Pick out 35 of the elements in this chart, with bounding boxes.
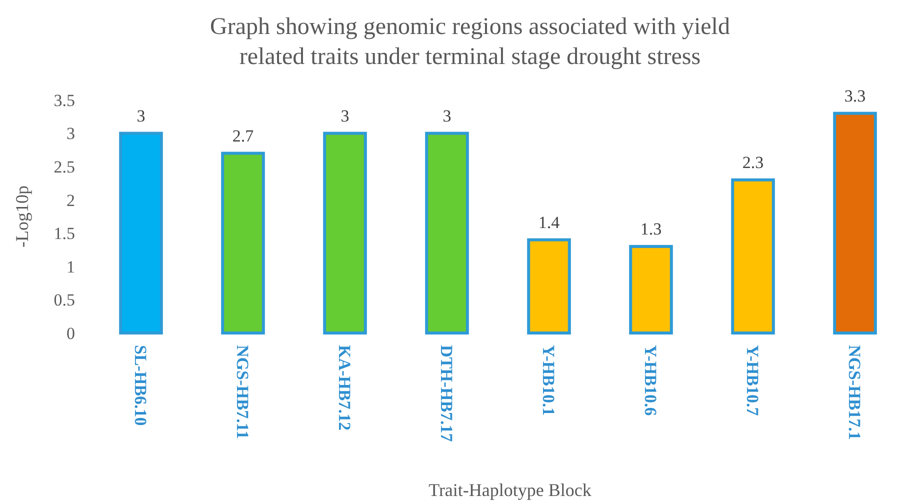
x-tick-label: Y-HB10.7 bbox=[743, 345, 762, 416]
chart-title: Graph showing genomic regions associated with yield related traits under terminal stage drought stress bbox=[210, 14, 730, 70]
bar bbox=[119, 132, 163, 334]
bar bbox=[323, 132, 367, 334]
y-tick-label: 3 bbox=[66, 124, 75, 144]
data-label: 3 bbox=[340, 106, 350, 126]
x-axis-title: Trait-Haplotype Block bbox=[428, 480, 592, 500]
x-tick-label: DTH-HB7.17 bbox=[437, 345, 456, 442]
data-label: 1.3 bbox=[640, 219, 662, 238]
x-tick-label: Y-HB10.6 bbox=[641, 345, 660, 416]
x-tick-label: KA-HB7.12 bbox=[335, 345, 354, 430]
data-label: 2.3 bbox=[742, 152, 764, 172]
x-tick-label: SL-HB6.10 bbox=[131, 345, 150, 426]
bar bbox=[425, 132, 469, 334]
y-tick-label: 1 bbox=[66, 257, 75, 276]
data-label: 3 bbox=[136, 106, 146, 126]
x-tick-label: Y-HB10.1 bbox=[539, 345, 558, 416]
y-axis-title: -Log10p bbox=[12, 186, 32, 248]
data-label: 2.7 bbox=[232, 126, 254, 146]
y-tick-label: 0.5 bbox=[54, 290, 75, 310]
y-tick-label: 3.5 bbox=[54, 90, 75, 110]
bar bbox=[731, 178, 775, 334]
data-label: 3 bbox=[442, 106, 452, 126]
bar bbox=[833, 112, 877, 334]
data-label: 1.4 bbox=[538, 212, 560, 232]
y-tick-label: 2.5 bbox=[54, 158, 75, 177]
bar bbox=[629, 244, 673, 334]
bar bbox=[221, 152, 265, 334]
x-tick-label: NGS-HB7.11 bbox=[233, 345, 252, 439]
bar bbox=[527, 238, 571, 334]
y-tick-label: 1.5 bbox=[54, 224, 75, 244]
x-tick-label: NGS-HB17.1 bbox=[845, 345, 864, 440]
y-tick-label: 2 bbox=[66, 190, 75, 210]
data-label: 3.3 bbox=[844, 86, 866, 106]
y-tick-label: 0 bbox=[66, 324, 75, 343]
